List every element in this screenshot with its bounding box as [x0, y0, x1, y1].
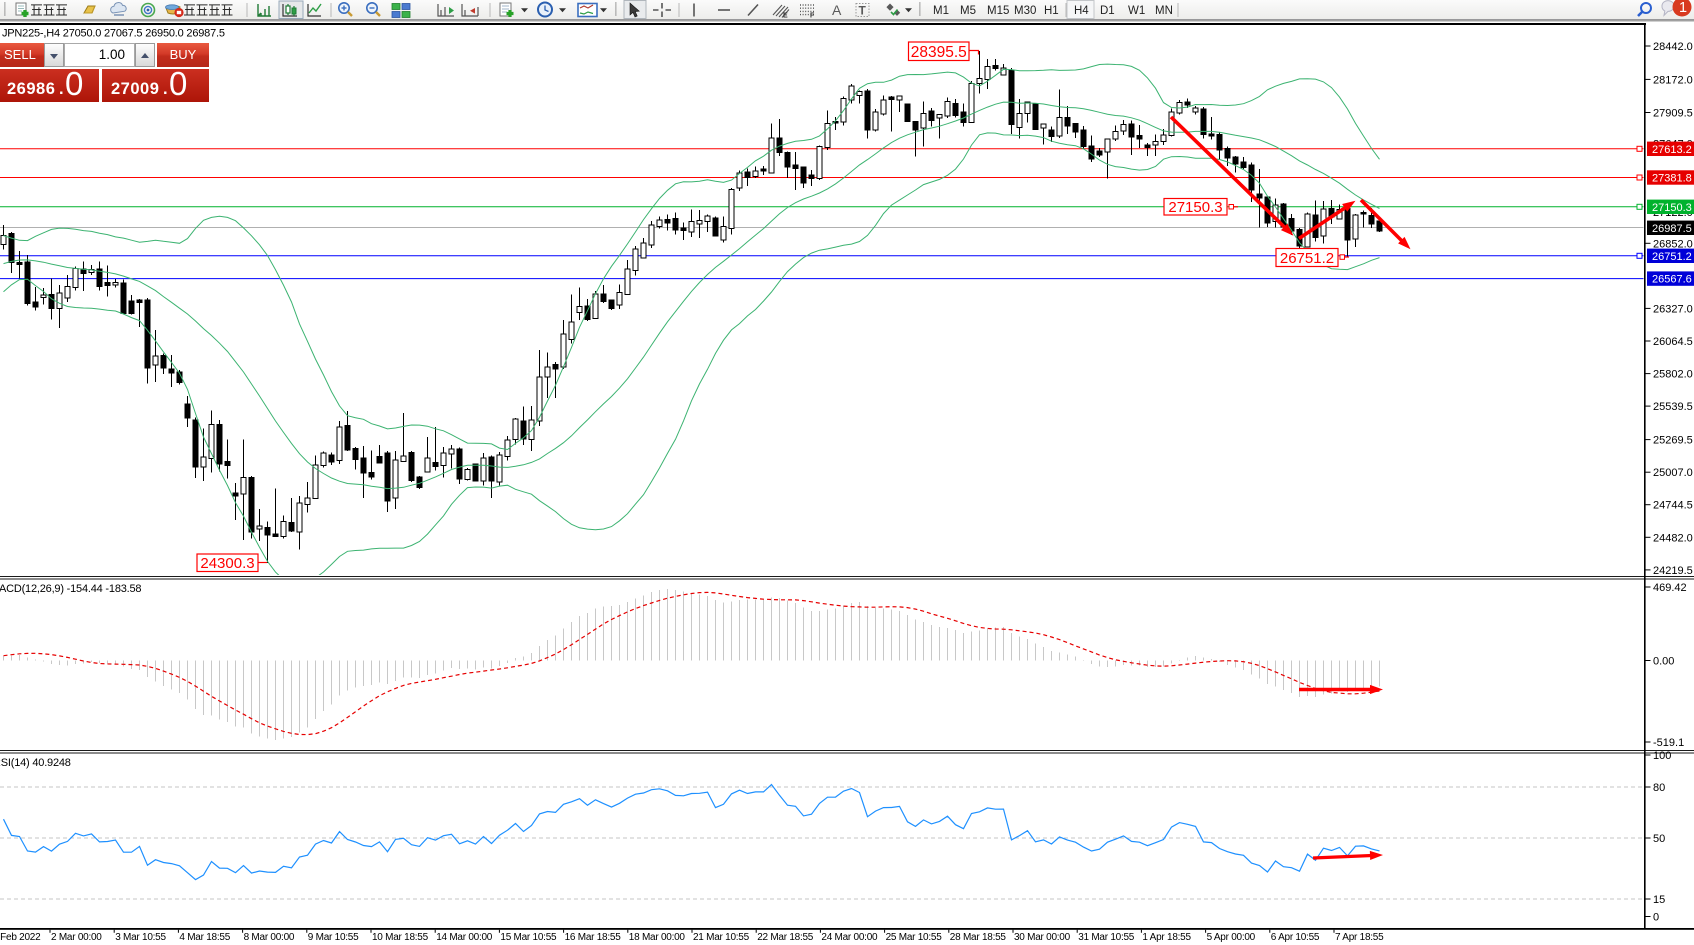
svg-text:26567.6: 26567.6: [1652, 274, 1692, 286]
svg-text:JPN225-,H4 27050.0 27067.5 26: JPN225-,H4 27050.0 27067.5 26950.0 26987…: [2, 28, 225, 40]
svg-text:24300.3: 24300.3: [200, 555, 254, 572]
svg-text:24 Mar 00:00: 24 Mar 00:00: [821, 932, 878, 943]
svg-text:-519.1: -519.1: [1653, 737, 1684, 749]
svg-text:W1: W1: [1128, 5, 1145, 17]
svg-text:28 Mar 18:55: 28 Mar 18:55: [950, 932, 1007, 943]
svg-text:30 Mar 00:00: 30 Mar 00:00: [1014, 932, 1071, 943]
svg-text:M30: M30: [1014, 5, 1036, 17]
svg-text:25007.0: 25007.0: [1653, 467, 1693, 479]
svg-text:25539.5: 25539.5: [1653, 401, 1693, 413]
svg-text:2 Mar 00:00: 2 Mar 00:00: [51, 932, 102, 943]
svg-text:RSI(14) 40.9248: RSI(14) 40.9248: [0, 757, 71, 769]
svg-text:50: 50: [1653, 833, 1665, 845]
svg-text:28 Feb 2022: 28 Feb 2022: [0, 932, 41, 943]
svg-text:25 Mar 10:55: 25 Mar 10:55: [886, 932, 943, 943]
svg-text:26327.0: 26327.0: [1653, 303, 1693, 315]
svg-text:H1: H1: [1044, 5, 1059, 17]
svg-text:1: 1: [1679, 0, 1687, 16]
svg-text:MN: MN: [1155, 5, 1173, 17]
svg-text:26987.5: 26987.5: [1652, 223, 1692, 235]
svg-text:18 Mar 00:00: 18 Mar 00:00: [629, 932, 686, 943]
svg-text:26751.2: 26751.2: [1652, 251, 1692, 263]
svg-text:7 Apr 18:55: 7 Apr 18:55: [1335, 932, 1384, 943]
svg-text:24482.0: 24482.0: [1653, 532, 1693, 544]
svg-text:F: F: [810, 13, 815, 20]
svg-text:8 Mar 00:00: 8 Mar 00:00: [244, 932, 295, 943]
svg-text:10 Mar 18:55: 10 Mar 18:55: [372, 932, 429, 943]
svg-text:M15: M15: [987, 5, 1009, 17]
svg-text:15 Mar 10:55: 15 Mar 10:55: [500, 932, 557, 943]
svg-text:27909.5: 27909.5: [1653, 107, 1693, 119]
svg-text:24219.5: 24219.5: [1653, 565, 1693, 577]
svg-text:21 Mar 10:55: 21 Mar 10:55: [693, 932, 750, 943]
svg-text:0: 0: [1653, 911, 1659, 923]
svg-text:E: E: [783, 13, 788, 20]
svg-text:3 Mar 10:55: 3 Mar 10:55: [115, 932, 166, 943]
svg-text:5 Apr 00:00: 5 Apr 00:00: [1207, 932, 1256, 943]
svg-text:25269.5: 25269.5: [1653, 435, 1693, 447]
svg-text:14 Mar 00:00: 14 Mar 00:00: [436, 932, 493, 943]
svg-text:27613.2: 27613.2: [1652, 144, 1692, 156]
svg-text:M1: M1: [933, 5, 949, 17]
svg-text:15: 15: [1653, 894, 1665, 906]
svg-text:9 Mar 10:55: 9 Mar 10:55: [308, 932, 359, 943]
svg-text:27150.3: 27150.3: [1168, 199, 1222, 216]
svg-text:26751.2: 26751.2: [1280, 250, 1334, 267]
svg-text:28442.0: 28442.0: [1653, 41, 1693, 53]
svg-text:28172.0: 28172.0: [1653, 74, 1693, 86]
svg-text:24744.5: 24744.5: [1653, 500, 1693, 512]
svg-text:80: 80: [1653, 782, 1665, 794]
svg-text:25802.0: 25802.0: [1653, 369, 1693, 381]
svg-text:4 Mar 18:55: 4 Mar 18:55: [179, 932, 230, 943]
svg-text:28395.5: 28395.5: [911, 44, 967, 61]
svg-text:27381.8: 27381.8: [1652, 173, 1692, 185]
svg-text:0.00: 0.00: [1653, 655, 1674, 667]
svg-text:31 Mar 10:55: 31 Mar 10:55: [1078, 932, 1135, 943]
svg-text:M5: M5: [960, 5, 976, 17]
svg-text:27150.3: 27150.3: [1652, 202, 1692, 214]
svg-text:MACD(12,26,9) -154.44 -183.58: MACD(12,26,9) -154.44 -183.58: [0, 583, 141, 595]
svg-text:26852.0: 26852.0: [1653, 238, 1693, 250]
svg-text:16 Mar 18:55: 16 Mar 18:55: [565, 932, 622, 943]
svg-text:A: A: [832, 2, 842, 18]
svg-text:100: 100: [1653, 750, 1671, 762]
svg-text:H4: H4: [1074, 5, 1089, 17]
svg-text:6 Apr 10:55: 6 Apr 10:55: [1271, 932, 1320, 943]
svg-text:T: T: [859, 4, 867, 18]
svg-text:D1: D1: [1100, 5, 1115, 17]
svg-text:469.42: 469.42: [1653, 582, 1687, 594]
svg-text:22 Mar 18:55: 22 Mar 18:55: [757, 932, 814, 943]
svg-text:26064.5: 26064.5: [1653, 336, 1693, 348]
svg-text:1 Apr 18:55: 1 Apr 18:55: [1142, 932, 1191, 943]
